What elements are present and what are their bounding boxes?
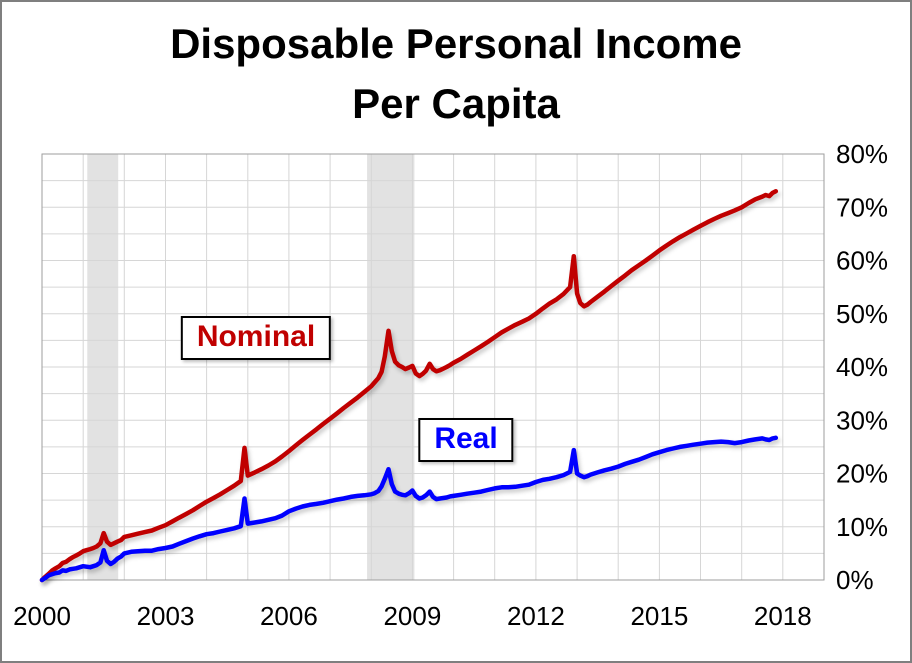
y-tick-label: 60% (836, 246, 888, 276)
y-tick-label: 20% (836, 459, 888, 489)
x-tick-label: 2012 (507, 601, 565, 631)
chart-title-line1: Disposable Personal Income (170, 20, 742, 67)
x-tick-label: 2003 (137, 601, 195, 631)
real-line (39, 435, 779, 583)
chart-title: Disposable Personal Income Per Capita (2, 14, 910, 134)
x-tick-label: 2006 (260, 601, 318, 631)
x-tick-label: 2000 (13, 601, 71, 631)
y-tick-label: 50% (836, 299, 888, 329)
nominal-line (39, 189, 779, 583)
nominal-series-label: Nominal (180, 316, 332, 360)
x-tick-label: 2015 (630, 601, 688, 631)
x-tick-label: 2009 (383, 601, 441, 631)
real-series-label: Real (418, 418, 514, 462)
y-tick-label: 80% (836, 139, 888, 169)
y-tick-label: 40% (836, 352, 888, 382)
y-tick-label: 10% (836, 512, 888, 542)
y-tick-label: 30% (836, 405, 888, 435)
plot-border (41, 153, 825, 581)
chart-title-line2: Per Capita (352, 80, 560, 127)
y-tick-label: 0% (836, 565, 874, 595)
y-tick-label: 70% (836, 192, 888, 222)
x-tick-label: 2018 (754, 601, 812, 631)
